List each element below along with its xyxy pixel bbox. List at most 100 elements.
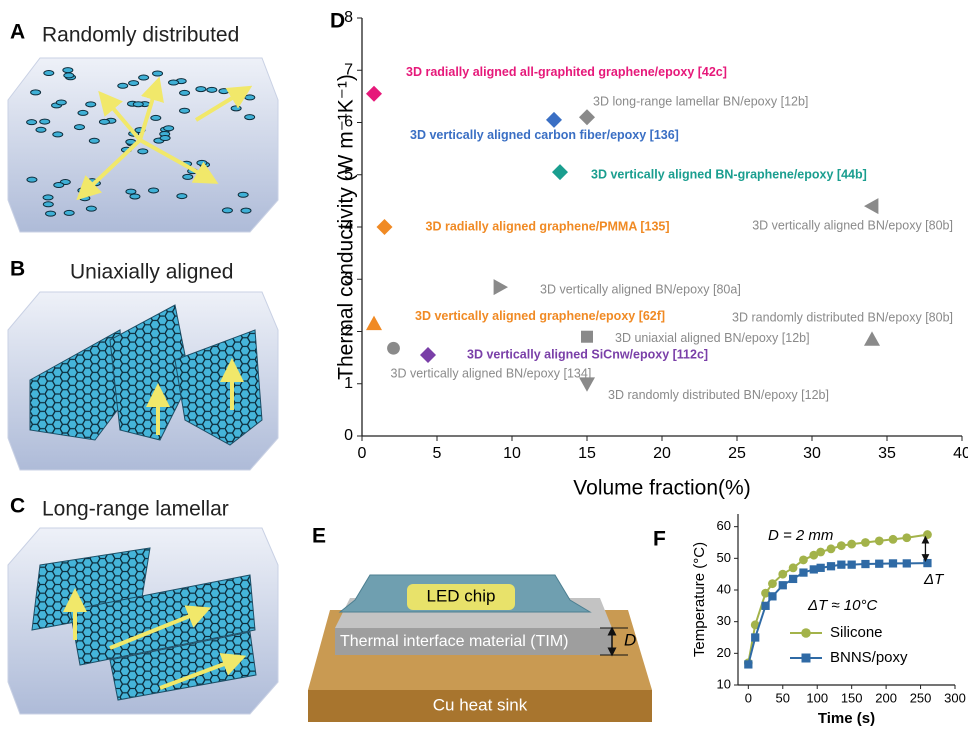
marker xyxy=(816,547,826,557)
marker xyxy=(809,550,819,560)
marker xyxy=(761,601,770,610)
filler xyxy=(244,114,256,121)
arrows xyxy=(146,358,244,435)
panel-letter: F xyxy=(653,528,666,551)
filler xyxy=(159,135,171,142)
x-tick-label: 20 xyxy=(653,445,671,462)
marker xyxy=(387,341,400,355)
marker xyxy=(816,563,825,572)
tim-label: Thermal interface material (TIM) xyxy=(340,633,569,650)
y-axis-label: Temperature (°C) xyxy=(691,542,708,657)
y-tick-label: 5 xyxy=(344,166,353,183)
filler xyxy=(26,176,38,183)
panel-letter: C xyxy=(10,495,25,518)
filler xyxy=(244,94,256,101)
marker xyxy=(579,109,595,126)
filler xyxy=(52,131,64,138)
x-tick-label: 100 xyxy=(806,690,828,705)
marker xyxy=(799,568,808,577)
x-tick-label: 25 xyxy=(728,445,746,462)
filler xyxy=(163,125,175,132)
x-tick-label: 0 xyxy=(745,690,752,705)
filler xyxy=(125,188,137,195)
marker xyxy=(837,560,846,569)
filler xyxy=(63,72,75,79)
y-tick-label: 6 xyxy=(344,114,353,131)
legend-label: Silicone xyxy=(830,624,883,641)
filler xyxy=(26,119,38,126)
filler xyxy=(85,205,97,212)
y-tick-label: 10 xyxy=(717,676,731,691)
marker xyxy=(888,534,898,544)
marker xyxy=(801,628,811,638)
filler xyxy=(62,67,74,74)
x-tick-label: 10 xyxy=(503,445,521,462)
filler xyxy=(129,193,141,200)
filler xyxy=(85,101,97,108)
marker xyxy=(847,560,856,569)
box xyxy=(7,57,279,233)
filler xyxy=(117,82,129,89)
filler xyxy=(98,118,110,125)
marker xyxy=(581,330,593,343)
x-tick-label: 300 xyxy=(944,690,966,705)
marker xyxy=(836,541,846,551)
marker xyxy=(420,347,436,364)
annotation: ΔT ≈ 10°C xyxy=(807,597,877,614)
point-label: 3D vertically aligned BN/epoxy [80a] xyxy=(540,282,741,296)
y-tick-label: 2 xyxy=(344,323,353,340)
filler xyxy=(132,101,144,108)
filler xyxy=(30,89,42,96)
marker xyxy=(493,279,508,296)
point-label: 3D vertically aligned BN/epoxy [134] xyxy=(391,367,592,381)
marker xyxy=(768,592,777,601)
y-tick-label: 4 xyxy=(344,218,353,235)
x-tick-label: 50 xyxy=(776,690,790,705)
filler xyxy=(152,70,164,77)
y-tick-label: 0 xyxy=(344,427,353,444)
filler xyxy=(230,105,242,112)
lamellae xyxy=(31,547,257,701)
y-axis-label: Thermal conductivity (W m⁻¹K⁻¹) xyxy=(335,74,358,380)
filler xyxy=(150,114,162,121)
legend-label: BNNS/poxy xyxy=(830,649,908,666)
point-label: 3D vertically aligned BN/epoxy [80b] xyxy=(752,218,953,232)
filler xyxy=(195,86,207,93)
y-tick-label: 50 xyxy=(717,550,731,565)
filler xyxy=(148,187,160,194)
x-axis-label: Time (s) xyxy=(818,710,875,727)
marker xyxy=(864,331,880,346)
fillers xyxy=(26,67,256,217)
marker xyxy=(778,581,787,590)
filler xyxy=(88,137,100,144)
filler xyxy=(179,89,191,96)
y-tick-label: 20 xyxy=(717,645,731,660)
panel-title: Uniaxially aligned xyxy=(70,261,233,284)
filler xyxy=(53,182,65,189)
filler xyxy=(179,107,191,114)
marker xyxy=(874,536,884,546)
x-tick-label: 15 xyxy=(578,445,596,462)
device xyxy=(308,574,652,722)
marker xyxy=(861,559,870,569)
annotation: D = 2 mm xyxy=(768,527,833,544)
x-tick-label: 200 xyxy=(875,690,897,705)
marker xyxy=(778,569,788,579)
marker xyxy=(875,559,884,568)
marker xyxy=(366,85,382,102)
y-tick-label: 30 xyxy=(717,613,731,628)
x-tick-label: 40 xyxy=(953,445,968,462)
marker xyxy=(888,559,898,568)
filler xyxy=(55,99,67,106)
marker xyxy=(744,660,753,669)
point-label: 3D uniaxial aligned BN/epoxy [12b] xyxy=(615,331,810,345)
marker xyxy=(750,620,760,630)
x-tick-label: 250 xyxy=(910,690,932,705)
y-tick-label: 60 xyxy=(717,518,731,533)
filler xyxy=(42,201,54,208)
marker xyxy=(923,530,932,539)
point-label: 3D vertically aligned carbon fiber/epoxy… xyxy=(410,128,679,142)
y-tick-label: 8 xyxy=(344,9,353,26)
panel-letter: B xyxy=(10,258,25,281)
